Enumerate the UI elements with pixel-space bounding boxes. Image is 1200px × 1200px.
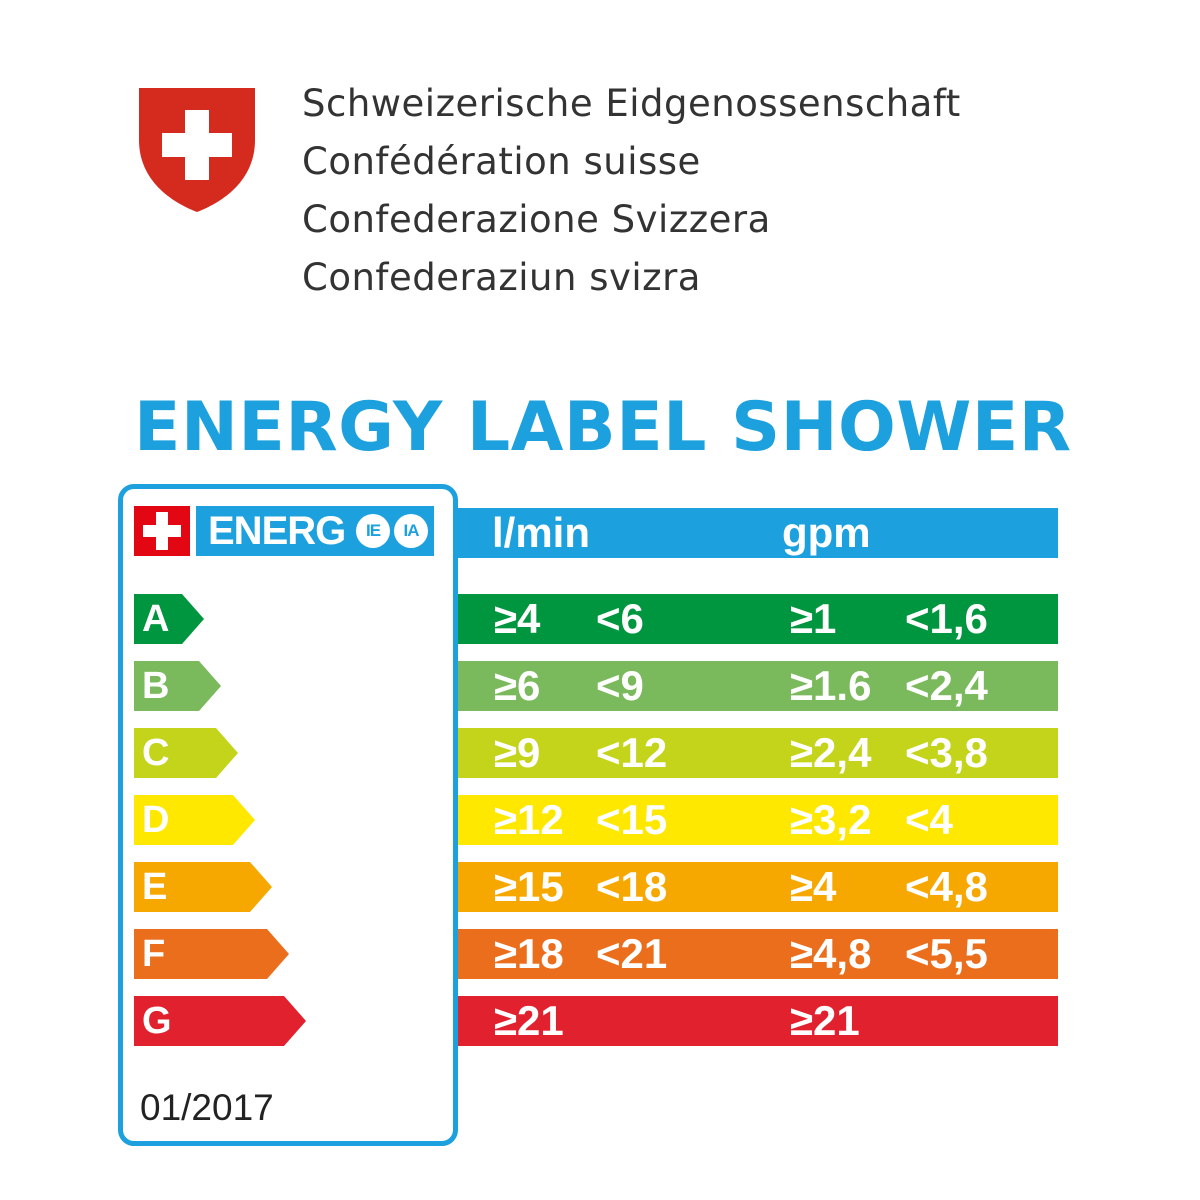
- gpm-min-value: ≥4: [790, 863, 837, 910]
- class-letter: C: [142, 732, 170, 774]
- gpm-min-value: ≥3,2: [790, 796, 872, 843]
- lmin-min-value: ≥21: [494, 997, 564, 1044]
- federal-name-rm: Confederaziun svizra: [302, 256, 701, 299]
- gpm-min-value: ≥1: [790, 595, 837, 642]
- lmin-max-value: <6: [596, 595, 644, 642]
- lmin-max-value: <9: [596, 662, 644, 709]
- lmin-min-value: ≥6: [494, 662, 541, 709]
- energ-text: ENERG: [208, 509, 346, 553]
- page-title: ENERGY LABEL SHOWER: [134, 388, 1072, 467]
- class-letter: A: [142, 598, 170, 640]
- gpm-min-value: ≥21: [790, 997, 860, 1044]
- lmin-max-value: <21: [596, 930, 668, 977]
- gpm-max-value: <1,6: [905, 595, 988, 642]
- gpm-min-value: ≥1.6: [790, 662, 872, 709]
- class-arrow-g: G: [134, 996, 306, 1046]
- gpm-max-value: <4: [905, 796, 953, 843]
- table-row: [458, 594, 1058, 644]
- class-arrow-c: C: [134, 728, 238, 778]
- class-arrow-e: E: [134, 862, 272, 912]
- label-date: 01/2017: [140, 1087, 274, 1128]
- table-row: [458, 929, 1058, 979]
- class-letter: G: [142, 1000, 172, 1042]
- federal-name-de: Schweizerische Eidgenossenschaft: [302, 82, 961, 125]
- gpm-max-value: <5,5: [905, 930, 988, 977]
- gpm-max-value: <4,8: [905, 863, 988, 910]
- table-header-bar: [458, 508, 1058, 558]
- table-row: [458, 728, 1058, 778]
- ia-circle-badge: IA: [394, 514, 428, 548]
- lmin-min-value: ≥4: [494, 595, 541, 642]
- table-row: [458, 862, 1058, 912]
- federal-name-it: Confederazione Svizzera: [302, 198, 771, 241]
- class-letter: F: [142, 933, 166, 975]
- class-letter: E: [142, 866, 168, 908]
- gpm-min-value: ≥2,4: [790, 729, 872, 776]
- table-row: [458, 661, 1058, 711]
- federal-name-fr: Confédération suisse: [302, 140, 701, 183]
- table-row: [458, 795, 1058, 845]
- header-lmin: l/min: [492, 509, 591, 556]
- gpm-max-value: <2,4: [905, 662, 988, 709]
- lmin-min-value: ≥15: [494, 863, 564, 910]
- swiss-shield-logo: [139, 88, 255, 212]
- gpm-max-value: <3,8: [905, 729, 988, 776]
- lmin-min-value: ≥12: [494, 796, 564, 843]
- lmin-min-value: ≥18: [494, 930, 564, 977]
- ie-circle-badge: IE: [356, 514, 390, 548]
- header-gpm: gpm: [782, 509, 871, 556]
- swiss-cross-icon: [134, 506, 190, 556]
- lmin-min-value: ≥9: [494, 729, 541, 776]
- lmin-max-value: <18: [596, 863, 668, 910]
- gpm-min-value: ≥4,8: [790, 930, 872, 977]
- class-letter: D: [142, 799, 170, 841]
- table-row: [458, 996, 1058, 1046]
- lmin-max-value: <15: [596, 796, 668, 843]
- lmin-max-value: <12: [596, 729, 668, 776]
- class-arrow-f: F: [134, 929, 289, 979]
- class-arrow-d: D: [134, 795, 255, 845]
- class-letter: B: [142, 665, 170, 707]
